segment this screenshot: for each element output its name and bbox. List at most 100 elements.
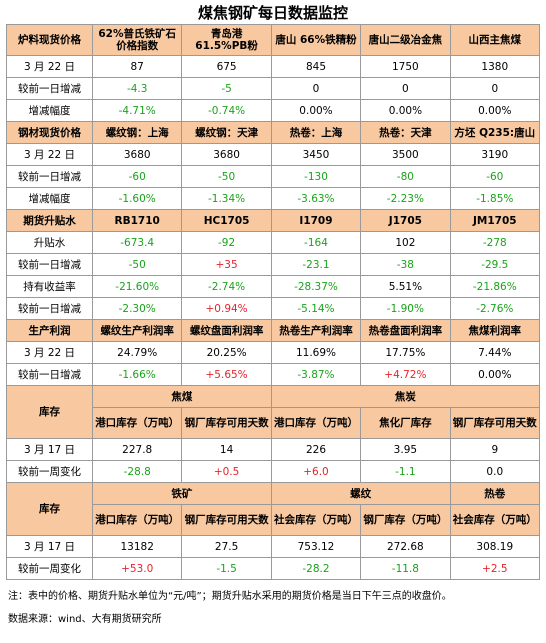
value-cell: -2.30% bbox=[91, 297, 183, 320]
value-cell: 0.00% bbox=[270, 99, 362, 122]
table-row: 钢材现货价格 螺纹钢：上海 螺纹钢：天津 热卷：上海 热卷：天津 方坯 Q235:唐山 bbox=[6, 121, 541, 144]
column-header: 港口库存（万吨） bbox=[91, 504, 183, 536]
value-cell: -50 bbox=[181, 165, 272, 188]
column-header: RB1710 bbox=[91, 209, 183, 232]
value-cell: 227.8 bbox=[91, 438, 183, 461]
value-cell: 13182 bbox=[91, 535, 183, 558]
value-cell: 0 bbox=[360, 77, 451, 100]
value-cell: 3500 bbox=[360, 143, 451, 166]
value-cell: 0 bbox=[270, 77, 362, 100]
value-cell: 3190 bbox=[449, 143, 541, 166]
table-row: 较前一日增减 -2.30% +0.94% -5.14% -1.90% -2.76% bbox=[6, 297, 541, 320]
value-cell: 87 bbox=[91, 55, 183, 78]
value-cell: -3.87% bbox=[270, 363, 362, 386]
column-header: 青岛港 61.5%PB粉 bbox=[181, 24, 272, 56]
row-label: 3 月 22 日 bbox=[6, 143, 93, 166]
section-label: 炉料现货价格 bbox=[6, 24, 93, 56]
table-row: 较前一周变化 -28.8 +0.5 +6.0 -1.1 0.0 bbox=[6, 460, 541, 483]
value-cell: 14 bbox=[181, 438, 272, 461]
row-label: 增减幅度 bbox=[6, 99, 93, 122]
column-header: 热卷：上海 bbox=[270, 121, 362, 144]
column-header: JM1705 bbox=[449, 209, 541, 232]
section-label: 钢材现货价格 bbox=[6, 121, 93, 144]
value-cell: -2.74% bbox=[181, 275, 272, 298]
table-row: 较前一周变化 +53.0 -1.5 -28.2 -11.8 +2.5 bbox=[6, 557, 541, 580]
column-header: I1709 bbox=[270, 209, 362, 232]
row-label: 持有收益率 bbox=[6, 275, 93, 298]
table-row: 3 月 22 日 24.79% 20.25% 11.69% 17.75% 7.44% bbox=[6, 341, 541, 364]
value-cell: -4.71% bbox=[91, 99, 183, 122]
group-header: 焦炭 bbox=[270, 385, 541, 408]
column-header: 螺纹钢：上海 bbox=[91, 121, 183, 144]
row-label: 较前一日增减 bbox=[6, 165, 93, 188]
value-cell: 1750 bbox=[360, 55, 451, 78]
value-cell: -1.66% bbox=[91, 363, 183, 386]
row-label: 增减幅度 bbox=[6, 187, 93, 210]
column-header: 焦化厂库存 bbox=[360, 407, 451, 439]
row-label: 升贴水 bbox=[6, 231, 93, 254]
section-label: 库存 bbox=[6, 385, 93, 439]
value-cell: -1.60% bbox=[91, 187, 183, 210]
value-cell: 102 bbox=[360, 231, 451, 254]
title: 煤焦钢矿每日数据监控 bbox=[197, 4, 348, 22]
source: 数据来源：wind、大有期货研究所 bbox=[8, 614, 162, 625]
column-header: 螺纹盘面利润率 bbox=[181, 319, 272, 342]
value-cell: +6.0 bbox=[270, 460, 362, 483]
value-cell: 1380 bbox=[449, 55, 541, 78]
value-cell: 7.44% bbox=[449, 341, 541, 364]
value-cell: -1.1 bbox=[360, 460, 451, 483]
group-header: 螺纹 bbox=[270, 482, 451, 505]
table-row: 3 月 22 日 87 675 845 1750 1380 bbox=[6, 55, 541, 78]
value-cell: -278 bbox=[449, 231, 541, 254]
value-cell: +5.65% bbox=[181, 363, 272, 386]
value-cell: 308.19 bbox=[449, 535, 541, 558]
value-cell: 3680 bbox=[91, 143, 183, 166]
value-cell: -38 bbox=[360, 253, 451, 276]
value-cell: -21.60% bbox=[91, 275, 183, 298]
row-label: 3 月 22 日 bbox=[6, 341, 93, 364]
value-cell: 0.00% bbox=[360, 99, 451, 122]
value-cell: -1.34% bbox=[181, 187, 272, 210]
column-header: 钢厂库存可用天数 bbox=[449, 407, 541, 439]
table-row: 3 月 17 日 227.8 14 226 3.95 9 bbox=[6, 438, 541, 461]
row-label: 3 月 17 日 bbox=[6, 535, 93, 558]
value-cell: -23.1 bbox=[270, 253, 362, 276]
group-header: 热卷 bbox=[449, 482, 541, 505]
row-label: 较前一日增减 bbox=[6, 77, 93, 100]
column-header: 钢厂库存（万吨） bbox=[360, 504, 451, 536]
row-label: 较前一日增减 bbox=[6, 297, 93, 320]
column-header: 港口库存（万吨） bbox=[91, 407, 183, 439]
value-cell: -5 bbox=[181, 77, 272, 100]
value-cell: -5.14% bbox=[270, 297, 362, 320]
value-cell: +35 bbox=[181, 253, 272, 276]
value-cell: -164 bbox=[270, 231, 362, 254]
table-row: 3 月 17 日 13182 27.5 753.12 272.68 308.19 bbox=[6, 535, 541, 558]
value-cell: 0.00% bbox=[449, 99, 541, 122]
column-header: 方坯 Q235:唐山 bbox=[449, 121, 541, 144]
row-label: 3 月 17 日 bbox=[6, 438, 93, 461]
column-header: 螺纹钢：天津 bbox=[181, 121, 272, 144]
value-cell: 0.0 bbox=[449, 460, 541, 483]
column-header: 钢厂库存可用天数 bbox=[181, 504, 272, 536]
value-cell: -2.76% bbox=[449, 297, 541, 320]
value-cell: +0.94% bbox=[181, 297, 272, 320]
table-row: 炉料现货价格 62%普氏铁矿石价格指数 青岛港 61.5%PB粉 唐山 66%铁精粉唐… bbox=[6, 24, 541, 56]
table-row: 增减幅度 -4.71% -0.74% 0.00% 0.00% 0.00% bbox=[6, 99, 541, 122]
value-cell: 753.12 bbox=[270, 535, 362, 558]
column-header: 热卷：天津 bbox=[360, 121, 451, 144]
table-row: 较前一日增减 -60 -50 -130 -80 -60 bbox=[6, 165, 541, 188]
column-header: 焦煤利润率 bbox=[449, 319, 541, 342]
value-cell: +0.5 bbox=[181, 460, 272, 483]
value-cell: -29.5 bbox=[449, 253, 541, 276]
row-label: 较前一周变化 bbox=[6, 460, 93, 483]
value-cell: -130 bbox=[270, 165, 362, 188]
value-cell: -28.8 bbox=[91, 460, 183, 483]
row-label: 较前一日增减 bbox=[6, 253, 93, 276]
row-label: 较前一周变化 bbox=[6, 557, 93, 580]
value-cell: -21.86% bbox=[449, 275, 541, 298]
row-label: 较前一日增减 bbox=[6, 363, 93, 386]
row-label: 3 月 22 日 bbox=[6, 55, 93, 78]
column-header: 钢厂库存可用天数 bbox=[181, 407, 272, 439]
table-row: 较前一日增减 -4.3 -5 0 0 0 bbox=[6, 77, 541, 100]
